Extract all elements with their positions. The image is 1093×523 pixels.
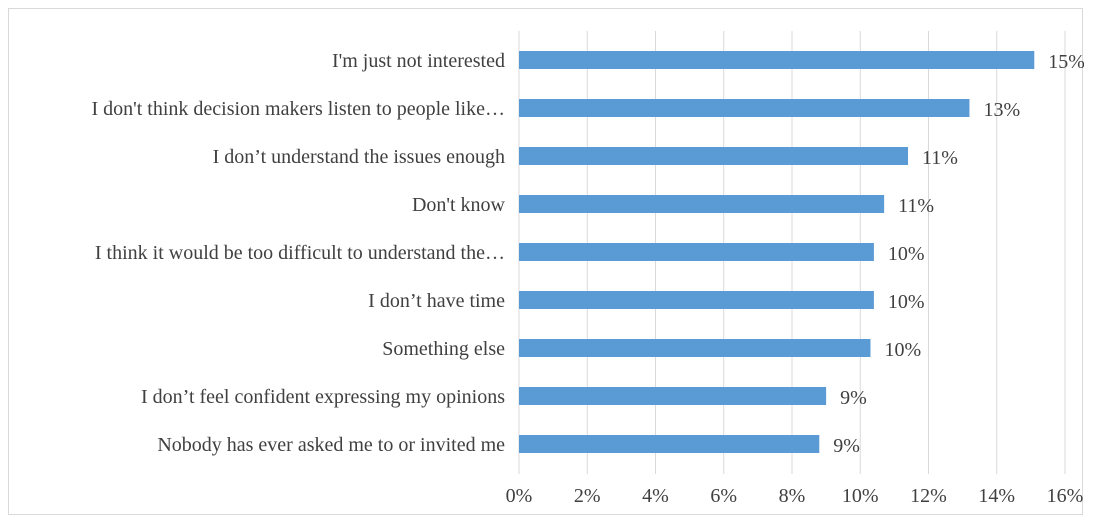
bar	[519, 387, 827, 405]
x-tick-label: 14%	[978, 485, 1015, 507]
bar	[519, 51, 1035, 69]
data-label: 11%	[922, 147, 958, 169]
data-label: 9%	[833, 435, 860, 457]
data-label: 9%	[840, 387, 867, 409]
x-tick-label: 8%	[779, 485, 806, 507]
category-label: Something else	[382, 338, 505, 360]
bar	[519, 99, 970, 117]
x-tick-label: 4%	[642, 485, 669, 507]
x-tick-label: 2%	[574, 485, 601, 507]
category-label: Nobody has ever asked me to or invited m…	[157, 434, 505, 456]
data-label: 11%	[898, 195, 934, 217]
category-label: I don’t feel confident expressing my opi…	[141, 386, 505, 408]
category-label: Don't know	[412, 194, 506, 216]
bar	[519, 339, 871, 357]
bar	[519, 147, 909, 165]
data-label: 10%	[888, 243, 925, 265]
data-label: 13%	[983, 99, 1020, 121]
data-labels: 15% 13% 11% 11% 10% 10% 10% 9% 9%	[833, 51, 1084, 457]
category-label: I don't think decision makers listen to …	[91, 98, 505, 120]
data-label: 10%	[888, 291, 925, 313]
x-tick-label: 0%	[506, 485, 533, 507]
category-label: I'm just not interested	[332, 50, 505, 72]
category-label: I don’t have time	[368, 290, 505, 312]
x-tick-label: 12%	[910, 485, 947, 507]
category-labels: I'm just not interested I don't think dec…	[91, 50, 505, 456]
x-tick-label: 16%	[1047, 485, 1084, 507]
bar	[519, 435, 820, 453]
category-label: I think it would be too difficult to und…	[95, 242, 505, 264]
chart-frame: I'm just not interested I don't think dec…	[8, 8, 1084, 515]
bar	[519, 291, 874, 309]
bar-chart: I'm just not interested I don't think dec…	[91, 31, 1084, 507]
x-axis-tick-labels: 0% 2% 4% 6% 8% 10% 12% 14% 16%	[506, 485, 1084, 507]
x-tick-label: 6%	[710, 485, 737, 507]
category-label: I don’t understand the issues enough	[213, 146, 505, 168]
data-label: 10%	[884, 339, 921, 361]
bar	[519, 195, 885, 213]
bars	[519, 51, 1035, 453]
x-tick-label: 10%	[842, 485, 879, 507]
bar	[519, 243, 874, 261]
data-label: 15%	[1048, 51, 1084, 73]
